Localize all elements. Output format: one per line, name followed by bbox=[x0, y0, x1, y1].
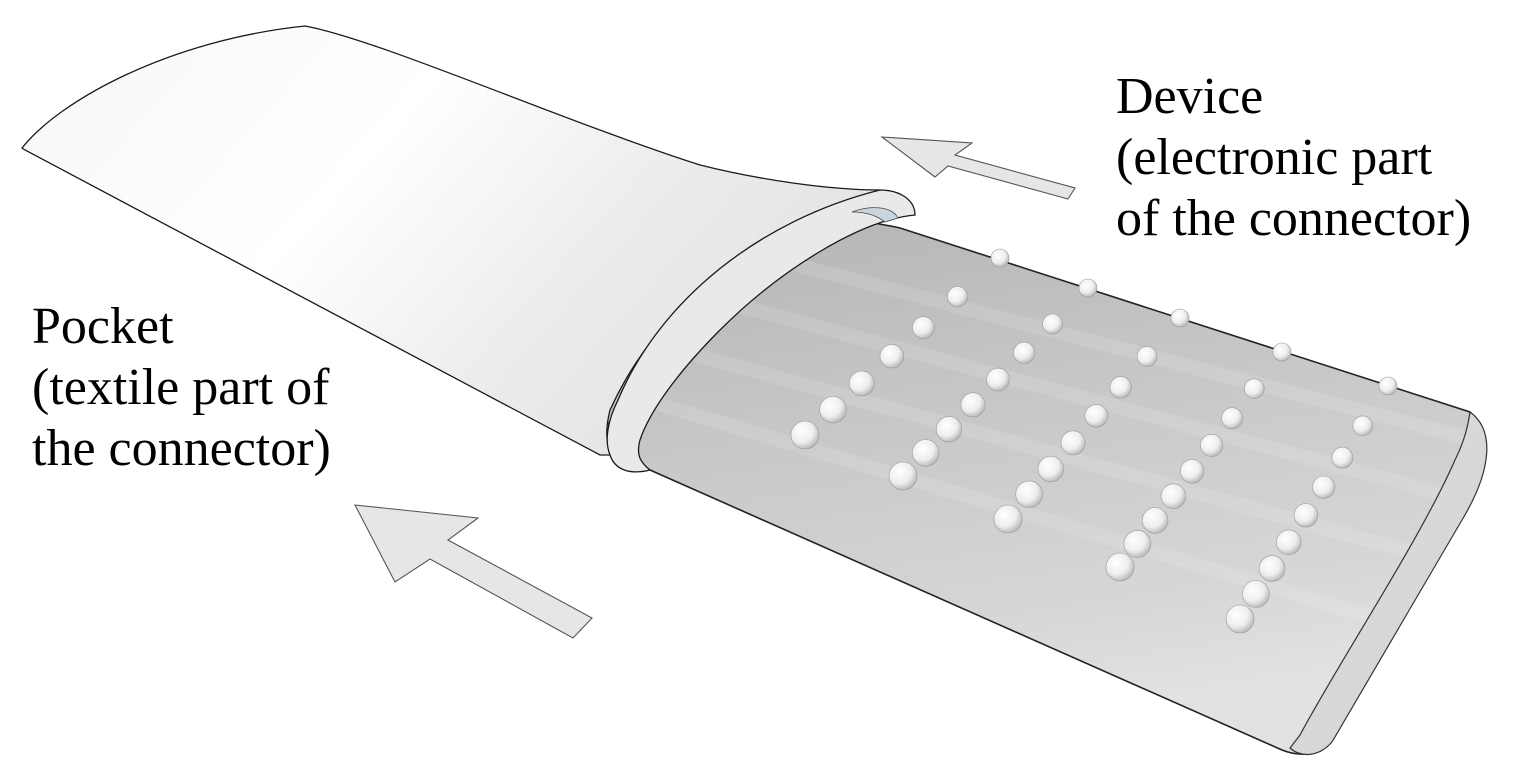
contact-dot-icon bbox=[848, 370, 875, 397]
contact-dot-icon bbox=[1084, 404, 1109, 428]
pocket-label-line1: Pocket bbox=[32, 298, 174, 355]
pocket-sleeve bbox=[21, 25, 916, 473]
contact-dot-icon bbox=[990, 248, 1010, 268]
contact-dot-icon bbox=[1275, 529, 1302, 555]
contact-dot-icon bbox=[1105, 552, 1135, 582]
contact-dot-icon bbox=[1109, 376, 1132, 399]
arrow-up-left-icon bbox=[880, 136, 1076, 200]
contact-dot-icon bbox=[819, 396, 847, 424]
contact-dot-icon bbox=[1141, 507, 1169, 534]
contact-dot-icon bbox=[947, 286, 968, 308]
contact-dot-icon bbox=[1312, 475, 1336, 499]
contact-dot-icon bbox=[1060, 430, 1086, 456]
contact-dot-icon bbox=[1272, 342, 1292, 362]
device-label-line3: of the connector) bbox=[1116, 190, 1472, 247]
contact-dot-icon bbox=[1015, 480, 1043, 508]
pocket-label-line2: (textile part of bbox=[32, 359, 330, 416]
contact-dot-icon bbox=[1160, 483, 1187, 509]
contact-dot-icon bbox=[1221, 407, 1243, 430]
contact-dot-icon bbox=[1042, 313, 1063, 335]
contact-dot-icon bbox=[888, 461, 918, 491]
contact-dot-icon bbox=[1170, 308, 1190, 328]
pocket-label: Pocket (textile part of the connector) bbox=[32, 296, 331, 479]
contact-dot-icon bbox=[1123, 530, 1152, 558]
contact-dot-icon bbox=[1293, 503, 1318, 528]
contact-dot-icon bbox=[1352, 415, 1373, 436]
contact-dot-icon bbox=[1078, 278, 1098, 298]
contact-dot-icon bbox=[1179, 459, 1205, 484]
device-label-line1: Device bbox=[1116, 68, 1264, 125]
device-label-line2: (electronic part bbox=[1116, 129, 1433, 186]
contact-dot-icon bbox=[935, 416, 963, 443]
contact-dot-icon bbox=[1200, 433, 1224, 457]
contact-dot-icon bbox=[1378, 376, 1398, 396]
contact-dot-icon bbox=[986, 367, 1010, 392]
contact-dot-icon bbox=[1258, 555, 1286, 582]
pocket-label-line3: the connector) bbox=[32, 420, 331, 477]
contact-dot-icon bbox=[1013, 341, 1036, 364]
contact-dot-icon bbox=[1037, 455, 1064, 483]
arrow-up-left-icon bbox=[354, 504, 593, 639]
device-label: Device (electronic part of the connector… bbox=[1116, 66, 1471, 249]
contact-dot-icon bbox=[1225, 604, 1255, 634]
contact-dot-icon bbox=[790, 420, 820, 450]
contact-dot-icon bbox=[1331, 446, 1354, 469]
contact-dot-icon bbox=[879, 344, 904, 369]
contact-dot-icon bbox=[1244, 378, 1265, 399]
contact-array bbox=[790, 248, 1398, 634]
contact-dot-icon bbox=[993, 504, 1023, 534]
contact-dot-icon bbox=[1136, 346, 1158, 367]
contact-dot-icon bbox=[912, 316, 935, 339]
contact-dot-icon bbox=[911, 439, 940, 467]
contact-dot-icon bbox=[960, 392, 986, 418]
contact-dot-icon bbox=[1242, 580, 1270, 608]
